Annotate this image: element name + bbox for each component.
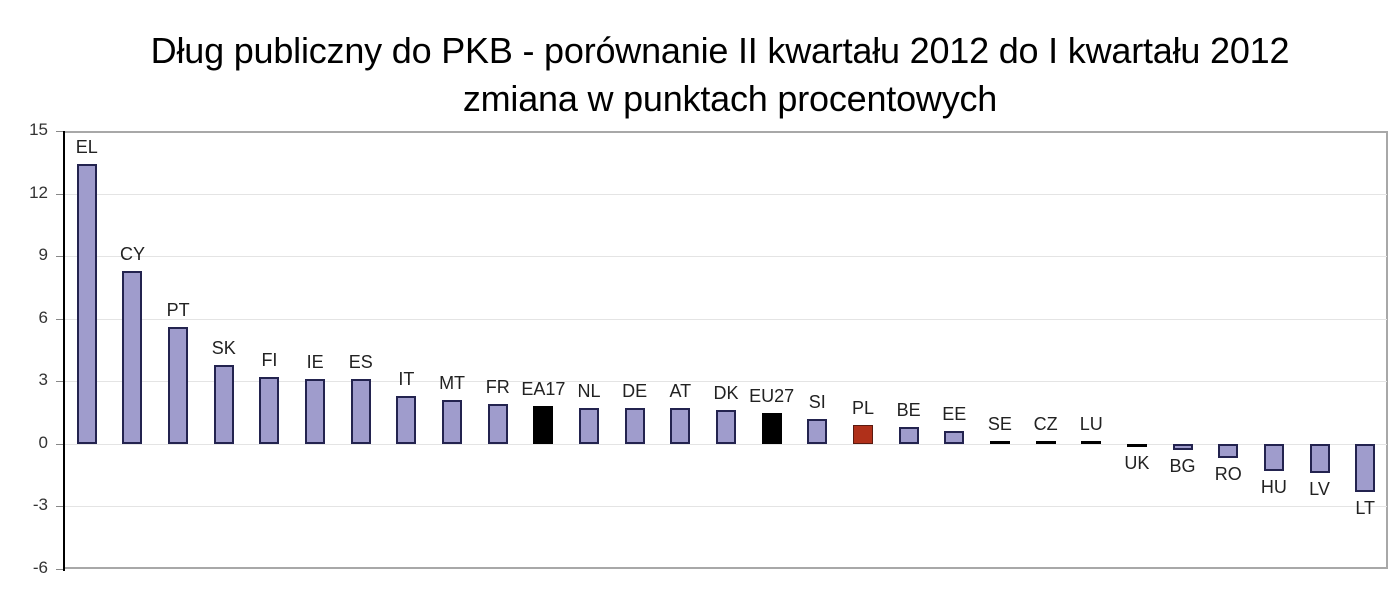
bar-label: PT (166, 300, 190, 321)
bar-label: RO (1214, 464, 1242, 485)
bar-eu27 (761, 412, 782, 444)
gridline (65, 256, 1387, 257)
y-tick-label: 6 (38, 308, 48, 327)
bar-fi (259, 377, 280, 444)
bar-label: SI (808, 391, 826, 412)
bar-label: PL (851, 398, 874, 419)
bar-label: FR (485, 377, 510, 398)
bar-es (350, 379, 371, 444)
bar-label: BE (896, 400, 921, 421)
bar-bg (1172, 443, 1193, 451)
y-tick-label: 0 (38, 433, 48, 452)
gridline (65, 506, 1387, 507)
y-tick-label: 12 (29, 183, 48, 202)
y-tick (56, 569, 64, 570)
bar-label: HU (1260, 476, 1287, 497)
bar-lu (1081, 440, 1102, 444)
bar-ee (944, 431, 965, 444)
bar-label: CZ (1033, 413, 1058, 434)
bar-ie (305, 379, 326, 444)
bar-cy (122, 270, 143, 444)
bar-label: EA17 (521, 379, 566, 400)
gridline (65, 381, 1387, 382)
bar-label: ES (348, 352, 373, 373)
bar-se (989, 440, 1010, 444)
bar-label: FI (261, 350, 278, 371)
bar-label: IE (306, 352, 324, 373)
bar-uk (1126, 443, 1147, 447)
y-tick (56, 506, 64, 507)
bar-label: EL (75, 137, 98, 158)
y-tick-label: -3 (32, 495, 48, 514)
bar-fr (487, 404, 508, 444)
bar-at (670, 408, 691, 444)
bar-it (396, 395, 417, 444)
y-axis-line (63, 131, 65, 571)
gridline (65, 319, 1387, 320)
bar-si (807, 418, 828, 444)
bar-label: EE (942, 404, 967, 425)
bar-pt (168, 327, 189, 444)
bar-label: SK (211, 337, 236, 358)
y-tick-label: -6 (32, 558, 48, 577)
bar-ro (1218, 443, 1239, 459)
bar-ea17 (533, 406, 554, 444)
bar-label: DK (713, 383, 739, 404)
bar-label: UK (1124, 452, 1150, 473)
y-tick (56, 256, 64, 257)
bar-be (898, 427, 919, 444)
bar-mt (442, 400, 463, 444)
y-tick-label: 15 (29, 120, 48, 139)
y-tick-label: 3 (38, 370, 48, 389)
bar-label: LU (1079, 413, 1103, 434)
bar-lv (1309, 443, 1330, 474)
bar-label: CY (119, 243, 145, 264)
chart-title-line-1: Dług publiczny do PKB - porównanie II kw… (150, 30, 1290, 71)
bar-nl (579, 408, 600, 444)
bar-lt (1355, 443, 1376, 492)
y-tick-label: 9 (38, 245, 48, 264)
bar-el (76, 164, 97, 444)
bar-label: DE (622, 381, 648, 402)
chart-title-line-2: zmiana w punktach procentowych (462, 78, 998, 119)
bar-label: MT (439, 373, 466, 394)
plot-area (64, 131, 1388, 569)
bar-sk (213, 364, 234, 444)
bar-de (624, 408, 645, 444)
bar-label: EU27 (749, 385, 795, 406)
y-tick (56, 444, 64, 445)
bar-label: IT (398, 368, 415, 389)
bar-label: LT (1355, 497, 1375, 518)
bar-label: LV (1309, 479, 1330, 500)
y-tick (56, 319, 64, 320)
bar-hu (1263, 443, 1284, 471)
y-tick (56, 194, 64, 195)
bar-dk (716, 410, 736, 444)
y-tick (56, 131, 64, 132)
bar-label: BG (1169, 456, 1196, 477)
gridline (65, 194, 1387, 195)
y-tick (56, 381, 64, 382)
bar-label: NL (577, 381, 601, 402)
bar-label: SE (987, 413, 1012, 434)
bar-pl (852, 425, 873, 444)
gridline (65, 444, 1387, 445)
bar-label: AT (669, 381, 692, 402)
bar-cz (1035, 440, 1056, 444)
